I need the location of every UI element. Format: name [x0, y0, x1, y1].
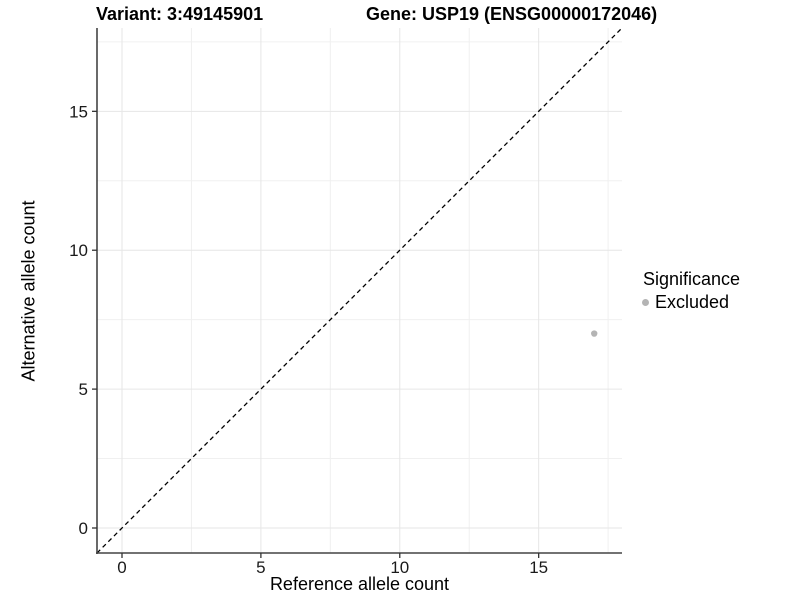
x-tick-label: 15: [529, 558, 548, 577]
y-tick-label: 10: [69, 241, 88, 260]
x-tick-label: 10: [390, 558, 409, 577]
legend-item-excluded: Excluded: [640, 291, 740, 313]
y-axis-title: Alternative allele count: [18, 200, 39, 382]
variant-title: Variant: 3:49145901: [96, 4, 264, 24]
y-tick-label: 15: [69, 102, 88, 121]
excluded-point-icon: [642, 298, 649, 306]
legend: Significance Excluded: [640, 268, 740, 313]
legend-item-label: Excluded: [655, 292, 730, 312]
x-tick-label: 0: [117, 558, 126, 577]
identity-reference-line: [97, 28, 622, 553]
gene-title: Gene: USP19 (ENSG00000172046): [366, 4, 658, 24]
data-point: [591, 330, 598, 337]
y-tick-label: 0: [79, 519, 88, 538]
legend-title: Significance: [643, 269, 741, 289]
y-tick-label: 5: [79, 380, 88, 399]
x-axis-title: Reference allele count: [269, 574, 450, 594]
x-tick-label: 5: [256, 558, 265, 577]
